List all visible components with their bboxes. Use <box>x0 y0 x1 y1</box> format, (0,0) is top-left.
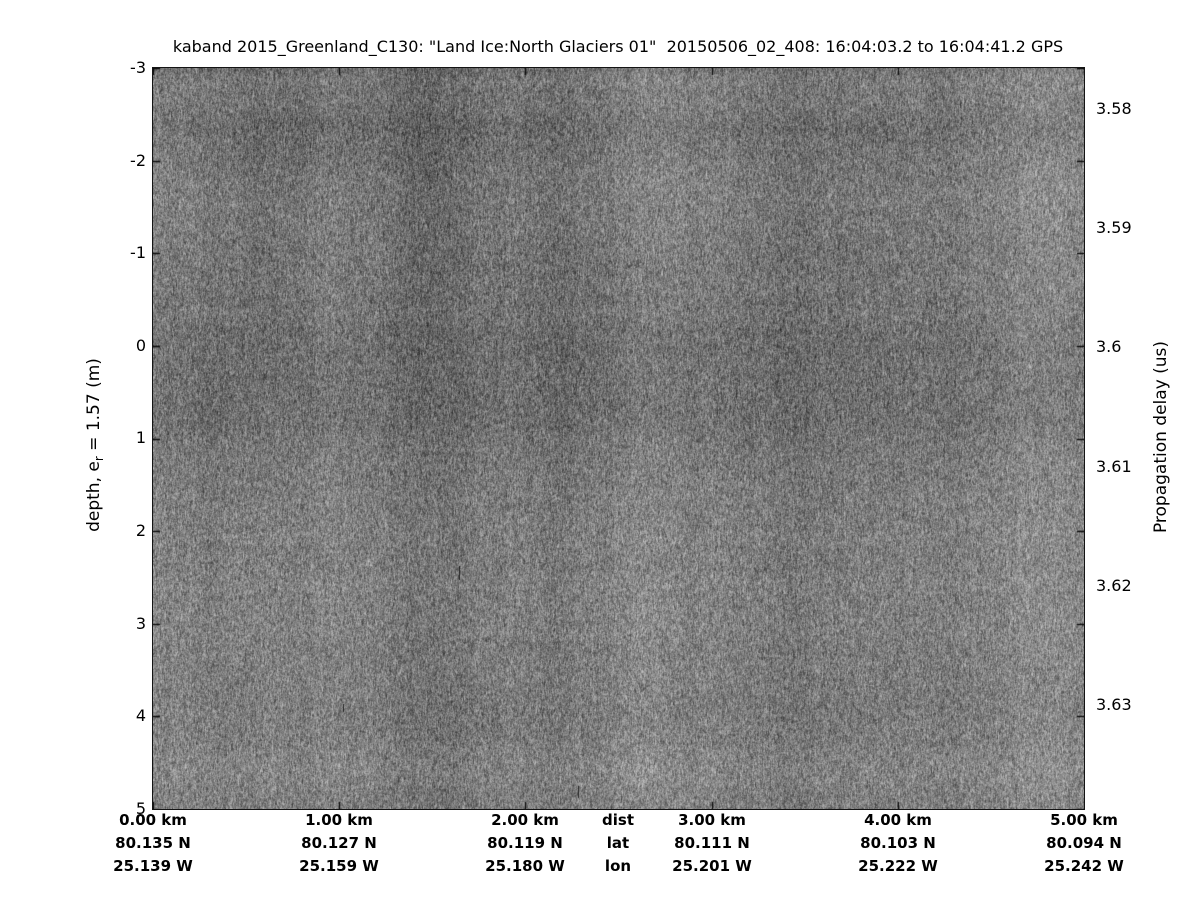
lat-tick-label: 80.103 N <box>860 834 936 852</box>
lat-tick-label: 80.094 N <box>1046 834 1122 852</box>
lon-tick-label: 25.139 W <box>113 857 193 875</box>
y-axis-label-right: Propagation delay (us) <box>1151 340 1171 534</box>
right-axis-tick-label: 3.59 <box>1096 218 1132 237</box>
left-axis-tick-label: 0 <box>135 336 146 355</box>
dist-tick-label: 2.00 km <box>491 811 559 829</box>
y-axis-label-left: depth, er = 1.57 (m) <box>84 358 106 532</box>
dist-tick-label: 5.00 km <box>1050 811 1118 829</box>
lat-tick-label: 80.119 N <box>487 834 563 852</box>
right-axis-tick-label: 3.58 <box>1096 99 1132 118</box>
lat-tick-label: 80.127 N <box>301 834 377 852</box>
chart-title: kaband 2015_Greenland_C130: "Land Ice:No… <box>172 37 1064 56</box>
dist-row-header: dist <box>602 811 634 829</box>
dist-tick-label: 1.00 km <box>305 811 373 829</box>
left-axis-tick-label: 2 <box>135 521 146 540</box>
y-axis-label-left-subscript: r <box>92 456 106 462</box>
right-axis-tick-label: 3.63 <box>1096 695 1132 714</box>
lon-tick-label: 25.180 W <box>485 857 565 875</box>
left-axis-tick-label: -2 <box>130 151 146 170</box>
lon-tick-label: 25.222 W <box>858 857 938 875</box>
dist-tick-label: 0.00 km <box>119 811 187 829</box>
echogram-image <box>151 66 1085 810</box>
left-axis-tick-label: -3 <box>130 58 146 77</box>
right-axis-tick-label: 3.6 <box>1096 337 1122 356</box>
y-axis-label-left-post: = 1.57 (m) <box>84 358 104 457</box>
lon-tick-label: 25.159 W <box>299 857 379 875</box>
left-axis-tick-label: 1 <box>135 428 146 447</box>
lat-tick-label: 80.135 N <box>115 834 191 852</box>
left-axis-tick-label: 4 <box>135 706 146 725</box>
right-axis-tick-label: 3.61 <box>1096 457 1132 476</box>
lat-tick-label: 80.111 N <box>674 834 750 852</box>
y-axis-label-left-pre: depth, e <box>84 461 104 532</box>
dist-tick-label: 3.00 km <box>678 811 746 829</box>
lon-tick-label: 25.242 W <box>1044 857 1124 875</box>
lat-row-header: lat <box>606 834 630 852</box>
lon-tick-label: 25.201 W <box>672 857 752 875</box>
right-axis-tick-label: 3.62 <box>1096 576 1132 595</box>
lon-row-header: lon <box>604 857 632 875</box>
dist-tick-label: 4.00 km <box>864 811 932 829</box>
left-axis-tick-label: 3 <box>135 614 146 633</box>
left-axis-tick-label: 5 <box>135 799 146 818</box>
left-axis-tick-label: -1 <box>130 243 146 262</box>
